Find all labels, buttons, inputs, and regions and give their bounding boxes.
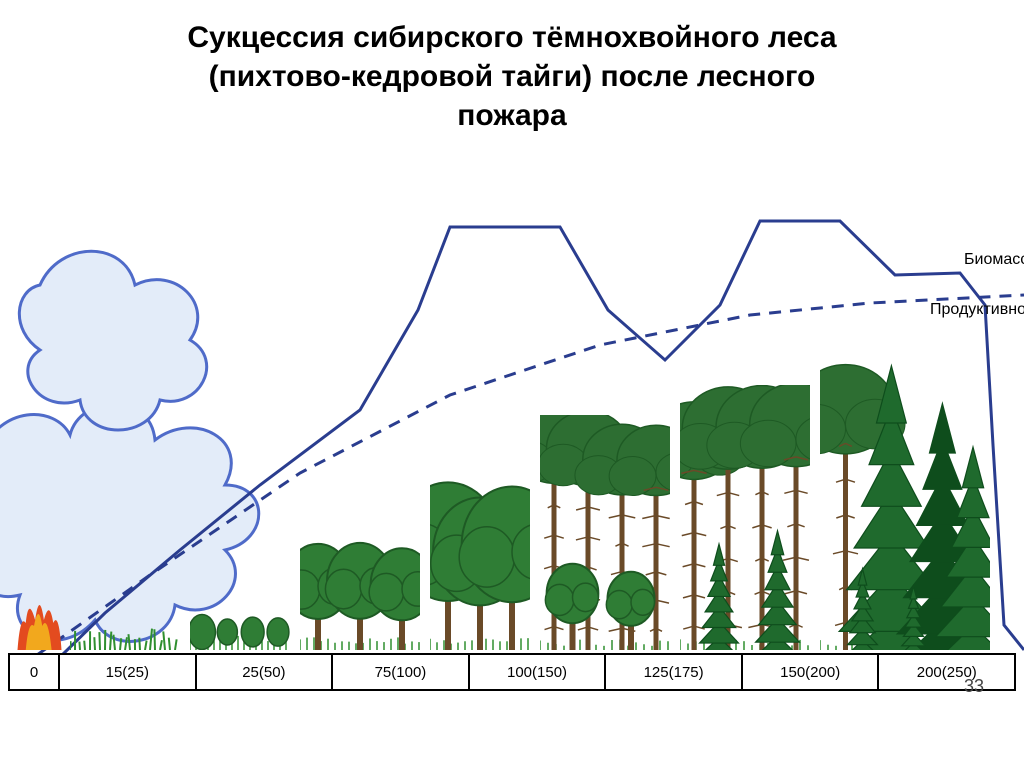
axis-cell: 25(50): [197, 655, 334, 689]
axis-cell: 200(250): [879, 655, 1014, 689]
axis-cell: 0: [10, 655, 60, 689]
succession-diagram: Биомасса Продуктивность 0 15(25) 25(50) …: [0, 145, 1024, 705]
productivity-label: Продуктивность: [930, 301, 1024, 319]
deciduous-group: [430, 455, 530, 655]
grass-stage: [70, 620, 180, 655]
page-number: 33: [964, 676, 984, 697]
title-line: Сукцессия сибирского тёмнохвойного леса: [60, 18, 964, 57]
axis-cell: 75(100): [333, 655, 470, 689]
title-line: пожара: [60, 96, 964, 135]
fire-icon: [12, 590, 67, 655]
deciduous-group: [300, 505, 420, 655]
biomass-label: Биомасса: [964, 251, 1024, 269]
axis-cell: 15(25): [60, 655, 197, 689]
time-axis: 0 15(25) 25(50) 75(100) 100(150) 125(175…: [8, 653, 1016, 691]
axis-cell: 150(200): [743, 655, 880, 689]
axis-cell: 100(150): [470, 655, 607, 689]
shrub-stage: [190, 590, 290, 655]
fir-group: [820, 360, 990, 655]
pine-row: [680, 385, 810, 655]
axis-cell: 125(175): [606, 655, 743, 689]
title-line: (пихтово-кедровой тайги) после лесного: [60, 57, 964, 96]
pine-row: [540, 415, 670, 655]
page-title: Сукцессия сибирского тёмнохвойного леса …: [0, 0, 1024, 135]
